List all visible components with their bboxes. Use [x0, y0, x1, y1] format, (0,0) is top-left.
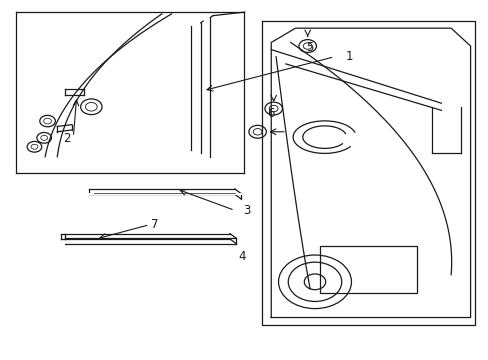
Text: 3: 3 — [243, 204, 250, 217]
Text: 2: 2 — [63, 132, 71, 145]
Text: 5: 5 — [306, 41, 313, 54]
Text: 1: 1 — [345, 50, 352, 63]
Bar — [319, 246, 416, 293]
Text: 6: 6 — [267, 107, 274, 120]
Text: 7: 7 — [150, 218, 158, 231]
Text: 4: 4 — [238, 250, 245, 263]
